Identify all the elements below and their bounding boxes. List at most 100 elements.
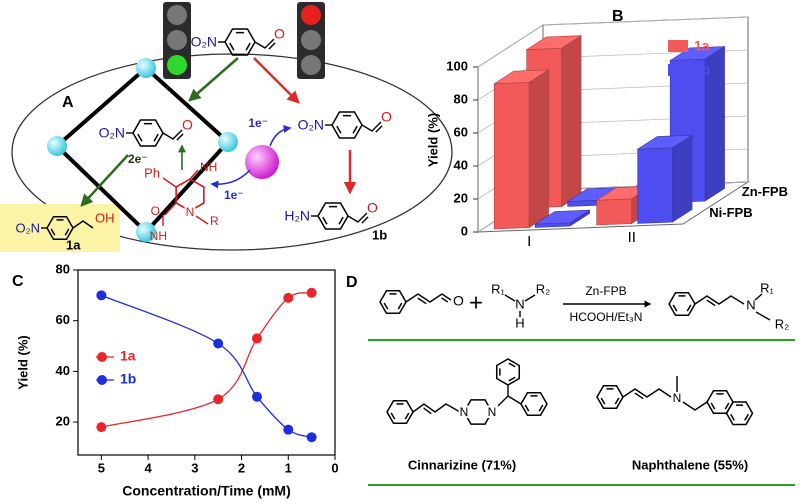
y-tick-label: 80 (56, 261, 70, 276)
bond (383, 302, 389, 310)
legend-marker (97, 352, 107, 362)
compound-label: 1b (372, 227, 387, 242)
bar-side (528, 69, 549, 229)
legend-swatch (668, 40, 688, 52)
ring (386, 399, 414, 425)
atom-label: Ph (144, 165, 160, 180)
bond-chain (694, 295, 745, 305)
atom-label: N (460, 405, 469, 419)
bond-chain (72, 220, 94, 229)
panel-label: B (612, 8, 624, 25)
bar-top (525, 35, 583, 50)
y-tick-label: 60 (56, 312, 70, 327)
compound-label: Naphthalene (55%) (632, 457, 748, 472)
traffic-light-red (297, 2, 325, 79)
data-point (251, 391, 262, 402)
bond (153, 133, 159, 142)
bond (361, 216, 369, 224)
bond (538, 404, 544, 412)
substituent: H₂N (284, 208, 310, 224)
y-tick-label: 20 (56, 413, 70, 428)
ring (463, 399, 493, 425)
electron-label: 2e⁻ (128, 152, 148, 166)
ring (520, 391, 548, 417)
legend-marker (97, 375, 107, 385)
panel-label: A (62, 94, 74, 111)
substituent: O₂N (191, 34, 217, 50)
highlight-box (0, 204, 120, 252)
y-tick-label: 0 (461, 223, 468, 238)
bond (404, 412, 410, 420)
y-tick-label: 80 (454, 91, 468, 106)
framework (55, 66, 230, 234)
bond (137, 133, 143, 142)
bond-chain (361, 121, 382, 132)
atom-label: H (515, 315, 524, 330)
plot-frame (77, 269, 336, 456)
bar-front (596, 198, 632, 226)
data-point (306, 287, 317, 298)
bond (524, 404, 530, 412)
bond (441, 297, 449, 303)
grid-line (477, 16, 749, 68)
bond-chain (162, 129, 183, 140)
bond (390, 412, 396, 420)
atom-label: R₁ (760, 280, 774, 295)
electron-label: 1e⁻ (248, 116, 268, 130)
atom-label: NH (200, 160, 217, 174)
atom-label: R (210, 214, 219, 228)
x-tick-label: 5 (98, 460, 105, 475)
bond (423, 407, 432, 415)
atom-label: N (488, 405, 497, 419)
atom-label: O (151, 204, 160, 218)
bar-top (669, 46, 726, 61)
plus-sign: + (469, 289, 483, 316)
x-tick-label: I (527, 233, 531, 250)
bond (504, 294, 516, 302)
atom-label: N (746, 297, 755, 312)
bond (195, 215, 209, 225)
ring (596, 384, 624, 410)
metal-nodes (47, 58, 238, 242)
bond (375, 125, 383, 133)
legend-label: 1b (694, 62, 710, 78)
bond (744, 413, 749, 421)
bond (352, 125, 358, 134)
bar-front (637, 147, 673, 224)
bond (524, 294, 536, 302)
ring (495, 358, 521, 386)
bond-chain (622, 388, 672, 398)
bar-side (672, 134, 693, 223)
bond (600, 397, 606, 405)
bond (176, 133, 184, 141)
atom-label: O (453, 293, 464, 309)
y-tick-label: 40 (56, 363, 70, 378)
y-axis-label: Yield (%) (15, 335, 30, 389)
bond-chain (412, 403, 461, 413)
oxygen: O (182, 117, 193, 133)
bond (755, 311, 771, 321)
bond (268, 42, 276, 50)
series-line (101, 292, 312, 428)
compound-label: 1a (66, 237, 81, 252)
data-point (306, 432, 317, 443)
bond (162, 177, 177, 188)
data-point (283, 292, 294, 303)
bar (636, 134, 694, 224)
data-point (213, 338, 224, 349)
bond (507, 395, 522, 405)
separator-lines (368, 339, 795, 486)
x-axis-label: Concentration/Time (mM) (122, 483, 291, 499)
x-tick-label: 0 (331, 460, 338, 475)
oxygen: O (381, 109, 392, 125)
bond (686, 304, 692, 312)
bar-top (493, 69, 550, 85)
atom-label: N (186, 205, 195, 219)
atom-label: R₂ (536, 281, 550, 296)
traffic-light-green (163, 2, 191, 79)
bond (338, 216, 344, 225)
bond (754, 293, 763, 301)
data-point (96, 422, 107, 433)
